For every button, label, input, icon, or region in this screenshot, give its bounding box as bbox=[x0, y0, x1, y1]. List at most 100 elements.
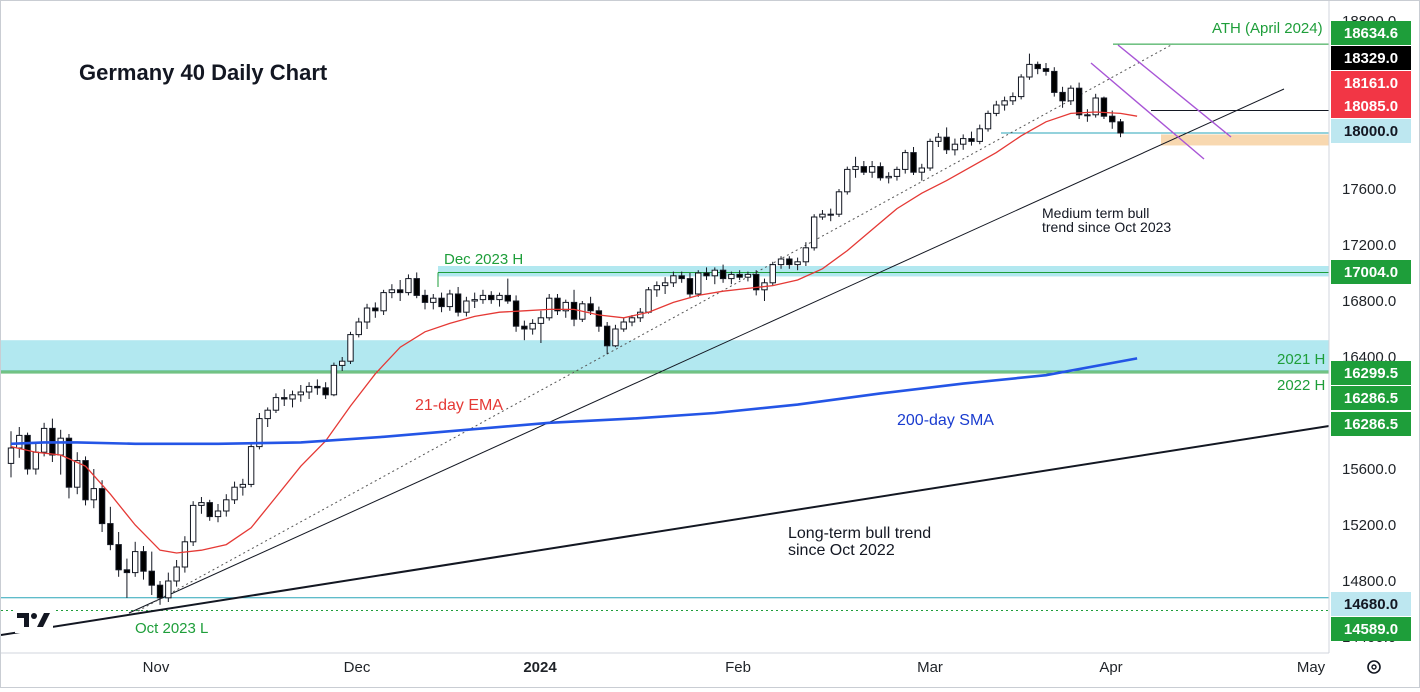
candle bbox=[695, 270, 702, 297]
candle bbox=[148, 551, 155, 595]
candle-body bbox=[521, 325, 528, 330]
candle-body bbox=[777, 258, 785, 266]
x-tick-label: Apr bbox=[1099, 659, 1122, 676]
candle bbox=[587, 296, 594, 315]
candle-body bbox=[1009, 96, 1017, 102]
y-tick-label: 15200.0 bbox=[1342, 517, 1396, 534]
price-badge-label: 18000.0 bbox=[1344, 123, 1398, 140]
price-badges: 18634.6 18329.0 18161.0 18085.0 18000.0 17004… bbox=[1331, 21, 1411, 641]
long-trend-label-1: Long-term bull trend bbox=[788, 525, 931, 542]
candle bbox=[214, 504, 222, 523]
candle-body bbox=[107, 523, 114, 546]
support-zone-2021-2022 bbox=[1, 340, 1329, 372]
candle-body bbox=[570, 301, 578, 320]
candle-body bbox=[678, 275, 685, 280]
candle bbox=[885, 172, 892, 184]
candle bbox=[388, 284, 396, 299]
candle bbox=[960, 134, 967, 150]
candle bbox=[612, 324, 619, 348]
candle bbox=[603, 322, 611, 355]
candle bbox=[835, 189, 843, 217]
candle bbox=[620, 317, 627, 332]
candle-body bbox=[902, 152, 909, 170]
price-badge-label: 18085.0 bbox=[1344, 98, 1398, 115]
candle-body bbox=[57, 437, 64, 456]
price-badge: 14680.0 bbox=[1331, 592, 1411, 616]
gear-icon[interactable] bbox=[1367, 660, 1381, 674]
candle-body bbox=[1100, 97, 1108, 117]
candle bbox=[1067, 85, 1075, 105]
candle bbox=[943, 127, 950, 154]
oct-low-label: Oct 2023 L bbox=[135, 620, 208, 637]
candle-body bbox=[463, 300, 470, 313]
candle-body bbox=[1109, 115, 1116, 123]
candle-body bbox=[1034, 63, 1041, 70]
candle-body bbox=[214, 510, 222, 518]
candle bbox=[272, 393, 280, 413]
candle-body bbox=[653, 285, 661, 291]
y-tick-label: 14800.0 bbox=[1342, 573, 1396, 590]
candle-body bbox=[148, 570, 155, 586]
candle bbox=[529, 319, 536, 335]
candle bbox=[305, 382, 313, 399]
candle bbox=[628, 315, 636, 327]
candle bbox=[181, 536, 189, 573]
candle bbox=[562, 299, 569, 318]
candle bbox=[363, 303, 371, 329]
medium-trend-label-2: trend since Oct 2023 bbox=[1042, 219, 1171, 235]
candle-body bbox=[529, 322, 536, 330]
candle bbox=[231, 481, 238, 504]
candle bbox=[645, 287, 652, 314]
candle bbox=[661, 277, 669, 294]
candle-body bbox=[16, 434, 23, 449]
price-badge-label: 16286.5 bbox=[1344, 390, 1398, 407]
candle-body bbox=[554, 297, 561, 312]
candle-body bbox=[810, 216, 818, 249]
candle bbox=[678, 271, 685, 283]
h2022-label: 2022 H bbox=[1277, 377, 1325, 394]
candle bbox=[777, 256, 785, 269]
x-tick-label: Dec bbox=[344, 659, 371, 676]
candle-body bbox=[74, 460, 81, 488]
candle bbox=[753, 270, 760, 296]
candle bbox=[1042, 63, 1050, 76]
candle-body bbox=[115, 544, 122, 571]
candle-body bbox=[322, 387, 329, 396]
candle bbox=[82, 456, 89, 506]
candle-body bbox=[628, 317, 636, 323]
candle bbox=[512, 295, 520, 332]
candle-body bbox=[297, 391, 305, 396]
candle bbox=[794, 257, 801, 271]
price-badge-bg bbox=[1331, 46, 1411, 70]
price-badge-bg bbox=[1331, 412, 1411, 436]
x-axis[interactable]: Nov Dec 2024 Feb Mar Apr May bbox=[143, 659, 1326, 676]
chart-title: Germany 40 Daily Chart bbox=[79, 60, 328, 85]
candle bbox=[454, 287, 462, 317]
candle bbox=[1084, 109, 1091, 122]
candle-body bbox=[289, 394, 296, 400]
candle bbox=[868, 161, 876, 178]
candle bbox=[976, 124, 983, 145]
candle-body bbox=[910, 152, 917, 173]
ema-label: 21-day EMA bbox=[415, 397, 503, 414]
candle bbox=[860, 161, 868, 175]
candle bbox=[40, 422, 48, 457]
candle-body bbox=[1042, 68, 1050, 72]
candle-body bbox=[819, 213, 826, 218]
candle-body bbox=[852, 166, 859, 170]
candle-body bbox=[769, 264, 776, 284]
candle bbox=[844, 166, 851, 195]
candle-body bbox=[612, 328, 619, 347]
candle bbox=[49, 418, 56, 462]
candle bbox=[893, 166, 901, 181]
h2021-label: 2021 H bbox=[1277, 351, 1325, 368]
candle bbox=[281, 389, 288, 406]
tradingview-logo[interactable] bbox=[15, 607, 53, 633]
candle-body bbox=[877, 166, 884, 179]
long-trend-label-2: since Oct 2022 bbox=[788, 542, 895, 559]
candle bbox=[670, 271, 677, 287]
price-badge-label: 18634.6 bbox=[1344, 25, 1398, 42]
candle bbox=[1100, 96, 1108, 119]
candle-body bbox=[1067, 87, 1075, 102]
candle bbox=[1059, 86, 1066, 108]
